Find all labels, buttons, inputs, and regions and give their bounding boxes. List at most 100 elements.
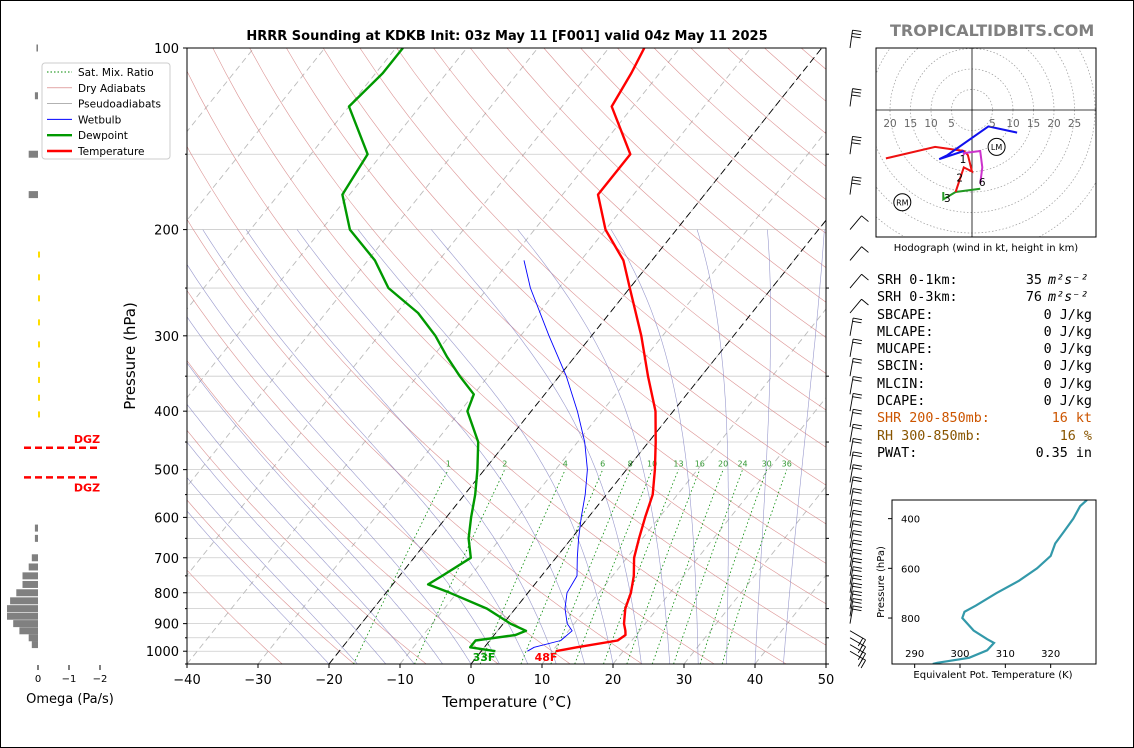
wind-barb-flag: [852, 320, 862, 324]
pseudoadiabat: [187, 510, 330, 664]
omega-axis-label: Omega (Pa/s): [26, 692, 114, 707]
wind-barb-flag: [853, 464, 863, 467]
wind-barb-flag: [853, 598, 863, 601]
wind-barb-flag: [852, 88, 862, 91]
stat-value: 0 J/kg: [1043, 394, 1092, 410]
theta-e-x-tick-label: 320: [1041, 649, 1060, 660]
wind-barb: [849, 30, 853, 49]
legend-label: Pseudoadiabats: [78, 99, 161, 111]
wind-barb-flag: [852, 412, 862, 415]
wind-barb-flag: [857, 658, 864, 667]
storm-motion-label: LM: [991, 143, 1002, 152]
dry-adiabat: [187, 429, 427, 664]
hodograph-caption: Hodograph (wind in kt, height in km): [894, 243, 1079, 254]
stat-value: 16 kt: [1051, 411, 1092, 427]
y-tick-label: 600: [154, 511, 179, 526]
omega-positive-bar: [38, 376, 40, 383]
isotherm: [187, 48, 610, 576]
y-tick-label: 1000: [146, 645, 179, 660]
dry-adiabat: [187, 360, 499, 664]
storm-motion-marker: [987, 137, 1006, 156]
wind-barb-flag: [857, 637, 864, 647]
dry-adiabat: [543, 48, 826, 303]
omega-positive-bar: [38, 341, 40, 348]
y-axis-label: Pressure (hPa): [121, 302, 139, 410]
omega-bar: [28, 150, 38, 158]
stat-value: 0 J/kg: [1043, 342, 1092, 358]
mixing-ratio-label: 30: [762, 460, 772, 469]
stat-value: 0 J/kg: [1043, 359, 1092, 375]
theta-e-y-label: Pressure (hPa): [876, 546, 887, 618]
dry-adiabat: [187, 569, 283, 664]
omega-bar: [28, 563, 38, 571]
wind-barb-flag: [853, 574, 863, 578]
wind-barb-flag: [853, 476, 863, 479]
theta-e-x-tick-label: 300: [950, 649, 969, 660]
x-tick-label: −30: [244, 673, 271, 688]
pseudoadiabat: [187, 316, 472, 664]
wind-barb-flag: [852, 513, 862, 516]
stat-row: SRH 0-3km: 76 m²s⁻²: [877, 289, 1092, 306]
mixing-ratio-label: 8: [628, 460, 633, 469]
wind-barb-flag: [852, 502, 862, 505]
wind-barb-flag: [853, 566, 863, 569]
x-tick-label: 30: [676, 673, 693, 688]
y-tick-label: 300: [154, 330, 179, 345]
theta-e-y-tick-label: 800: [901, 614, 920, 625]
stat-row: MUCAPE: 0 J/kg: [877, 341, 1092, 358]
wind-barb-flag: [853, 393, 863, 396]
wind-barb-flag: [851, 179, 862, 182]
wind-barb-flag: [852, 585, 862, 589]
wind-barb-flag: [861, 215, 869, 222]
mixing-ratio-label: 6: [600, 460, 605, 469]
wind-barb-flag: [852, 593, 862, 597]
hodograph-height-label: 3: [944, 193, 951, 205]
pseudoadiabat: [187, 441, 387, 664]
wind-barb-flag: [853, 358, 863, 361]
legend-label: Dewpoint: [78, 130, 128, 142]
omega-positive-bar: [38, 251, 40, 258]
dgz-label: DGZ: [74, 433, 100, 446]
wind-barb-flag: [852, 551, 862, 555]
wind-barb-flag: [853, 590, 863, 593]
dewpoint-profile: [341, 48, 528, 653]
wind-barb: [849, 393, 854, 412]
wind-barb-flag: [861, 246, 869, 253]
pseudoadiabat: [754, 229, 772, 664]
y-tick-label: 900: [154, 618, 179, 633]
x-tick-label: 10: [534, 673, 551, 688]
omega-positive-bar: [38, 295, 40, 302]
mixing-ratio-label: 24: [737, 460, 747, 469]
dry-adiabat: [506, 48, 826, 338]
wind-barb-flag: [852, 560, 862, 564]
wind-barb-flag: [852, 542, 862, 546]
wind-barb-flag: [853, 539, 863, 543]
skewt-axes: −40 −30 −20 −10 0 10 20 30 40 50 100 200 300 400 500 60…: [121, 42, 834, 711]
mixing-ratio-line: [651, 469, 724, 664]
omega-bar: [7, 605, 38, 613]
theta-e-y-tick-label: 400: [901, 515, 920, 526]
hodograph-segment: [942, 187, 981, 202]
isotherm: [328, 48, 823, 664]
mixing-ratio-line: [699, 469, 768, 664]
x-tick-label: 20: [605, 673, 622, 688]
background-lines: [187, 48, 826, 664]
y-tick-label: 700: [154, 552, 179, 567]
wind-barb-flag: [853, 438, 863, 441]
stat-label: MLCIN:: [877, 376, 926, 392]
mixing-ratio-line: [721, 469, 788, 664]
pseudoadiabat: [202, 229, 529, 664]
wind-barb-flag: [852, 427, 862, 430]
storm-motion-marker: [893, 193, 912, 212]
pseudoadiabat: [296, 229, 585, 664]
pseudoadiabat: [187, 403, 415, 664]
wind-barb-flag: [852, 29, 862, 32]
omega-bar: [10, 597, 39, 605]
wind-barb: [849, 176, 853, 195]
dry-adiabat: [470, 48, 826, 374]
dry-adiabat: [212, 48, 826, 646]
pseudoadiabat: [187, 263, 500, 664]
mixing-ratio-line: [520, 469, 604, 664]
omega-positive-bar: [38, 361, 40, 368]
stat-row: RH 300-850mb: 16 %: [877, 428, 1092, 445]
